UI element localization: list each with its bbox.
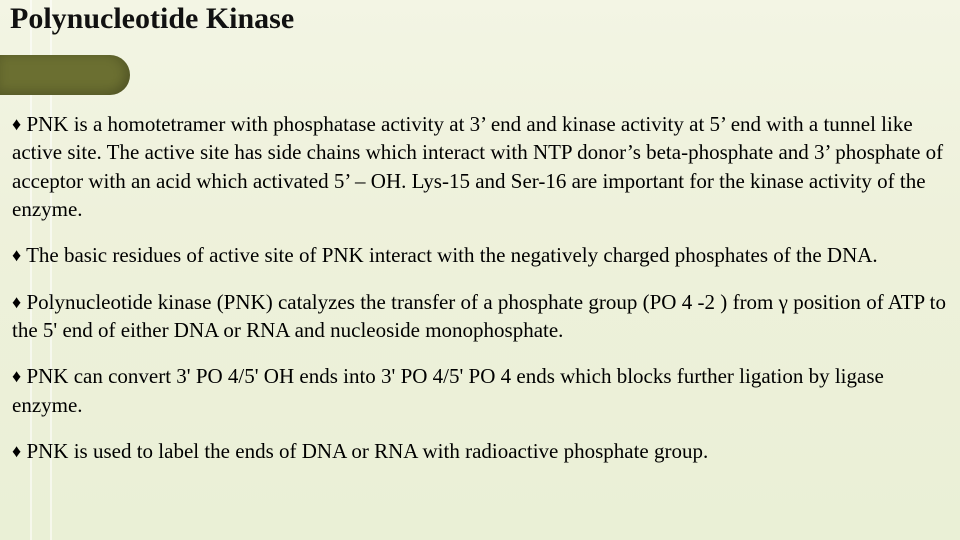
diamond-bullet-icon: ♦ [12, 245, 21, 265]
paragraph-2-text: The basic residues of active site of PNK… [26, 243, 878, 267]
diamond-bullet-icon: ♦ [12, 292, 21, 312]
paragraph-1: ♦ PNK is a homotetramer with phosphatase… [12, 110, 946, 223]
paragraph-3: ♦ Polynucleotide kinase (PNK) catalyzes … [12, 288, 946, 345]
slide-body: ♦ PNK is a homotetramer with phosphatase… [12, 110, 946, 483]
diamond-bullet-icon: ♦ [12, 366, 21, 386]
paragraph-5: ♦ PNK is used to label the ends of DNA o… [12, 437, 946, 465]
paragraph-5-text: PNK is used to label the ends of DNA or … [26, 439, 708, 463]
paragraph-4-text: PNK can convert 3' PO 4/5' OH ends into … [12, 364, 884, 416]
diamond-bullet-icon: ♦ [12, 441, 21, 461]
diamond-bullet-icon: ♦ [12, 114, 21, 134]
accent-pill [0, 55, 130, 95]
paragraph-4: ♦ PNK can convert 3' PO 4/5' OH ends int… [12, 362, 946, 419]
paragraph-1-text: PNK is a homotetramer with phosphatase a… [12, 112, 943, 221]
paragraph-3-text: Polynucleotide kinase (PNK) catalyzes th… [12, 290, 946, 342]
paragraph-2: ♦ The basic residues of active site of P… [12, 241, 946, 269]
slide-title: Polynucleotide Kinase [10, 2, 294, 36]
